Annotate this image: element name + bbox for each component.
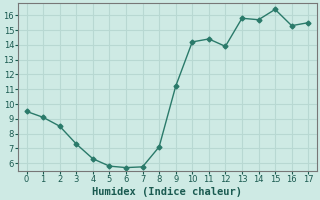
X-axis label: Humidex (Indice chaleur): Humidex (Indice chaleur) bbox=[92, 186, 242, 197]
